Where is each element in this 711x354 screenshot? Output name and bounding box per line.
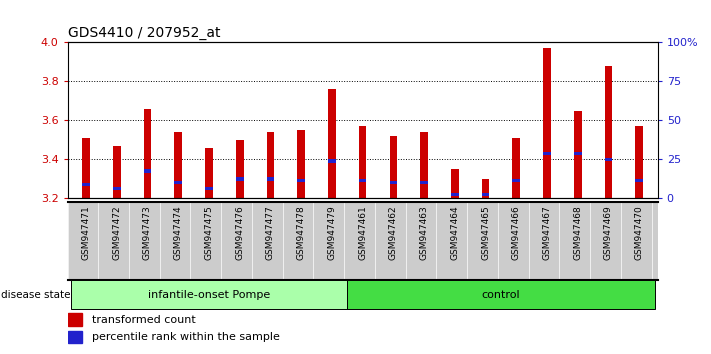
Text: GSM947463: GSM947463 (419, 206, 429, 261)
Text: disease state: disease state (1, 290, 71, 300)
Bar (604, 158, 612, 161)
Bar (68, 331, 82, 343)
Bar (68, 313, 82, 326)
Text: GSM947462: GSM947462 (389, 206, 398, 260)
Text: GSM947468: GSM947468 (573, 206, 582, 261)
Text: transformed count: transformed count (92, 315, 196, 325)
Text: GSM947478: GSM947478 (296, 206, 306, 261)
Bar (574, 111, 582, 198)
Bar (205, 187, 213, 190)
Text: GSM947477: GSM947477 (266, 206, 275, 261)
Bar (574, 152, 582, 155)
Bar (236, 177, 243, 181)
Bar (451, 169, 459, 198)
Bar (113, 146, 121, 198)
Bar (144, 169, 151, 173)
Bar (205, 148, 213, 198)
Bar (390, 136, 397, 198)
Text: GSM947466: GSM947466 (512, 206, 520, 261)
Text: GSM947464: GSM947464 (450, 206, 459, 260)
Text: GSM947470: GSM947470 (635, 206, 643, 261)
Text: infantile-onset Pompe: infantile-onset Pompe (148, 290, 270, 300)
Bar (390, 181, 397, 184)
Bar (636, 126, 643, 198)
Bar (482, 179, 489, 198)
Bar (636, 179, 643, 182)
Bar (174, 132, 182, 198)
Bar (267, 177, 274, 181)
Text: GSM947461: GSM947461 (358, 206, 367, 261)
Text: GSM947476: GSM947476 (235, 206, 244, 261)
Text: GSM947465: GSM947465 (481, 206, 490, 261)
Bar (347, 280, 655, 309)
Bar (359, 179, 366, 182)
Bar (267, 132, 274, 198)
Bar (328, 89, 336, 198)
Text: percentile rank within the sample: percentile rank within the sample (92, 332, 280, 342)
Text: GSM947467: GSM947467 (542, 206, 552, 261)
Bar (328, 160, 336, 163)
Bar (113, 187, 121, 190)
Bar (174, 181, 182, 184)
Bar (451, 193, 459, 196)
Bar (420, 132, 428, 198)
Bar (236, 140, 243, 198)
Bar (543, 152, 551, 155)
Text: GSM947479: GSM947479 (327, 206, 336, 261)
Text: GSM947474: GSM947474 (173, 206, 183, 260)
Bar (482, 193, 489, 196)
Bar (420, 181, 428, 184)
Text: GSM947469: GSM947469 (604, 206, 613, 261)
Bar (144, 109, 151, 198)
Bar (513, 138, 520, 198)
Bar (513, 179, 520, 182)
Bar (297, 130, 305, 198)
Bar (70, 280, 347, 309)
Text: GSM947472: GSM947472 (112, 206, 121, 260)
Bar (297, 179, 305, 182)
Bar (359, 126, 366, 198)
Bar (543, 48, 551, 198)
Text: GDS4410 / 207952_at: GDS4410 / 207952_at (68, 26, 220, 40)
Bar (604, 66, 612, 198)
Bar (82, 183, 90, 186)
Text: GSM947475: GSM947475 (205, 206, 213, 261)
Text: control: control (481, 290, 520, 300)
Bar (82, 138, 90, 198)
Text: GSM947473: GSM947473 (143, 206, 152, 261)
Text: GSM947471: GSM947471 (82, 206, 90, 261)
